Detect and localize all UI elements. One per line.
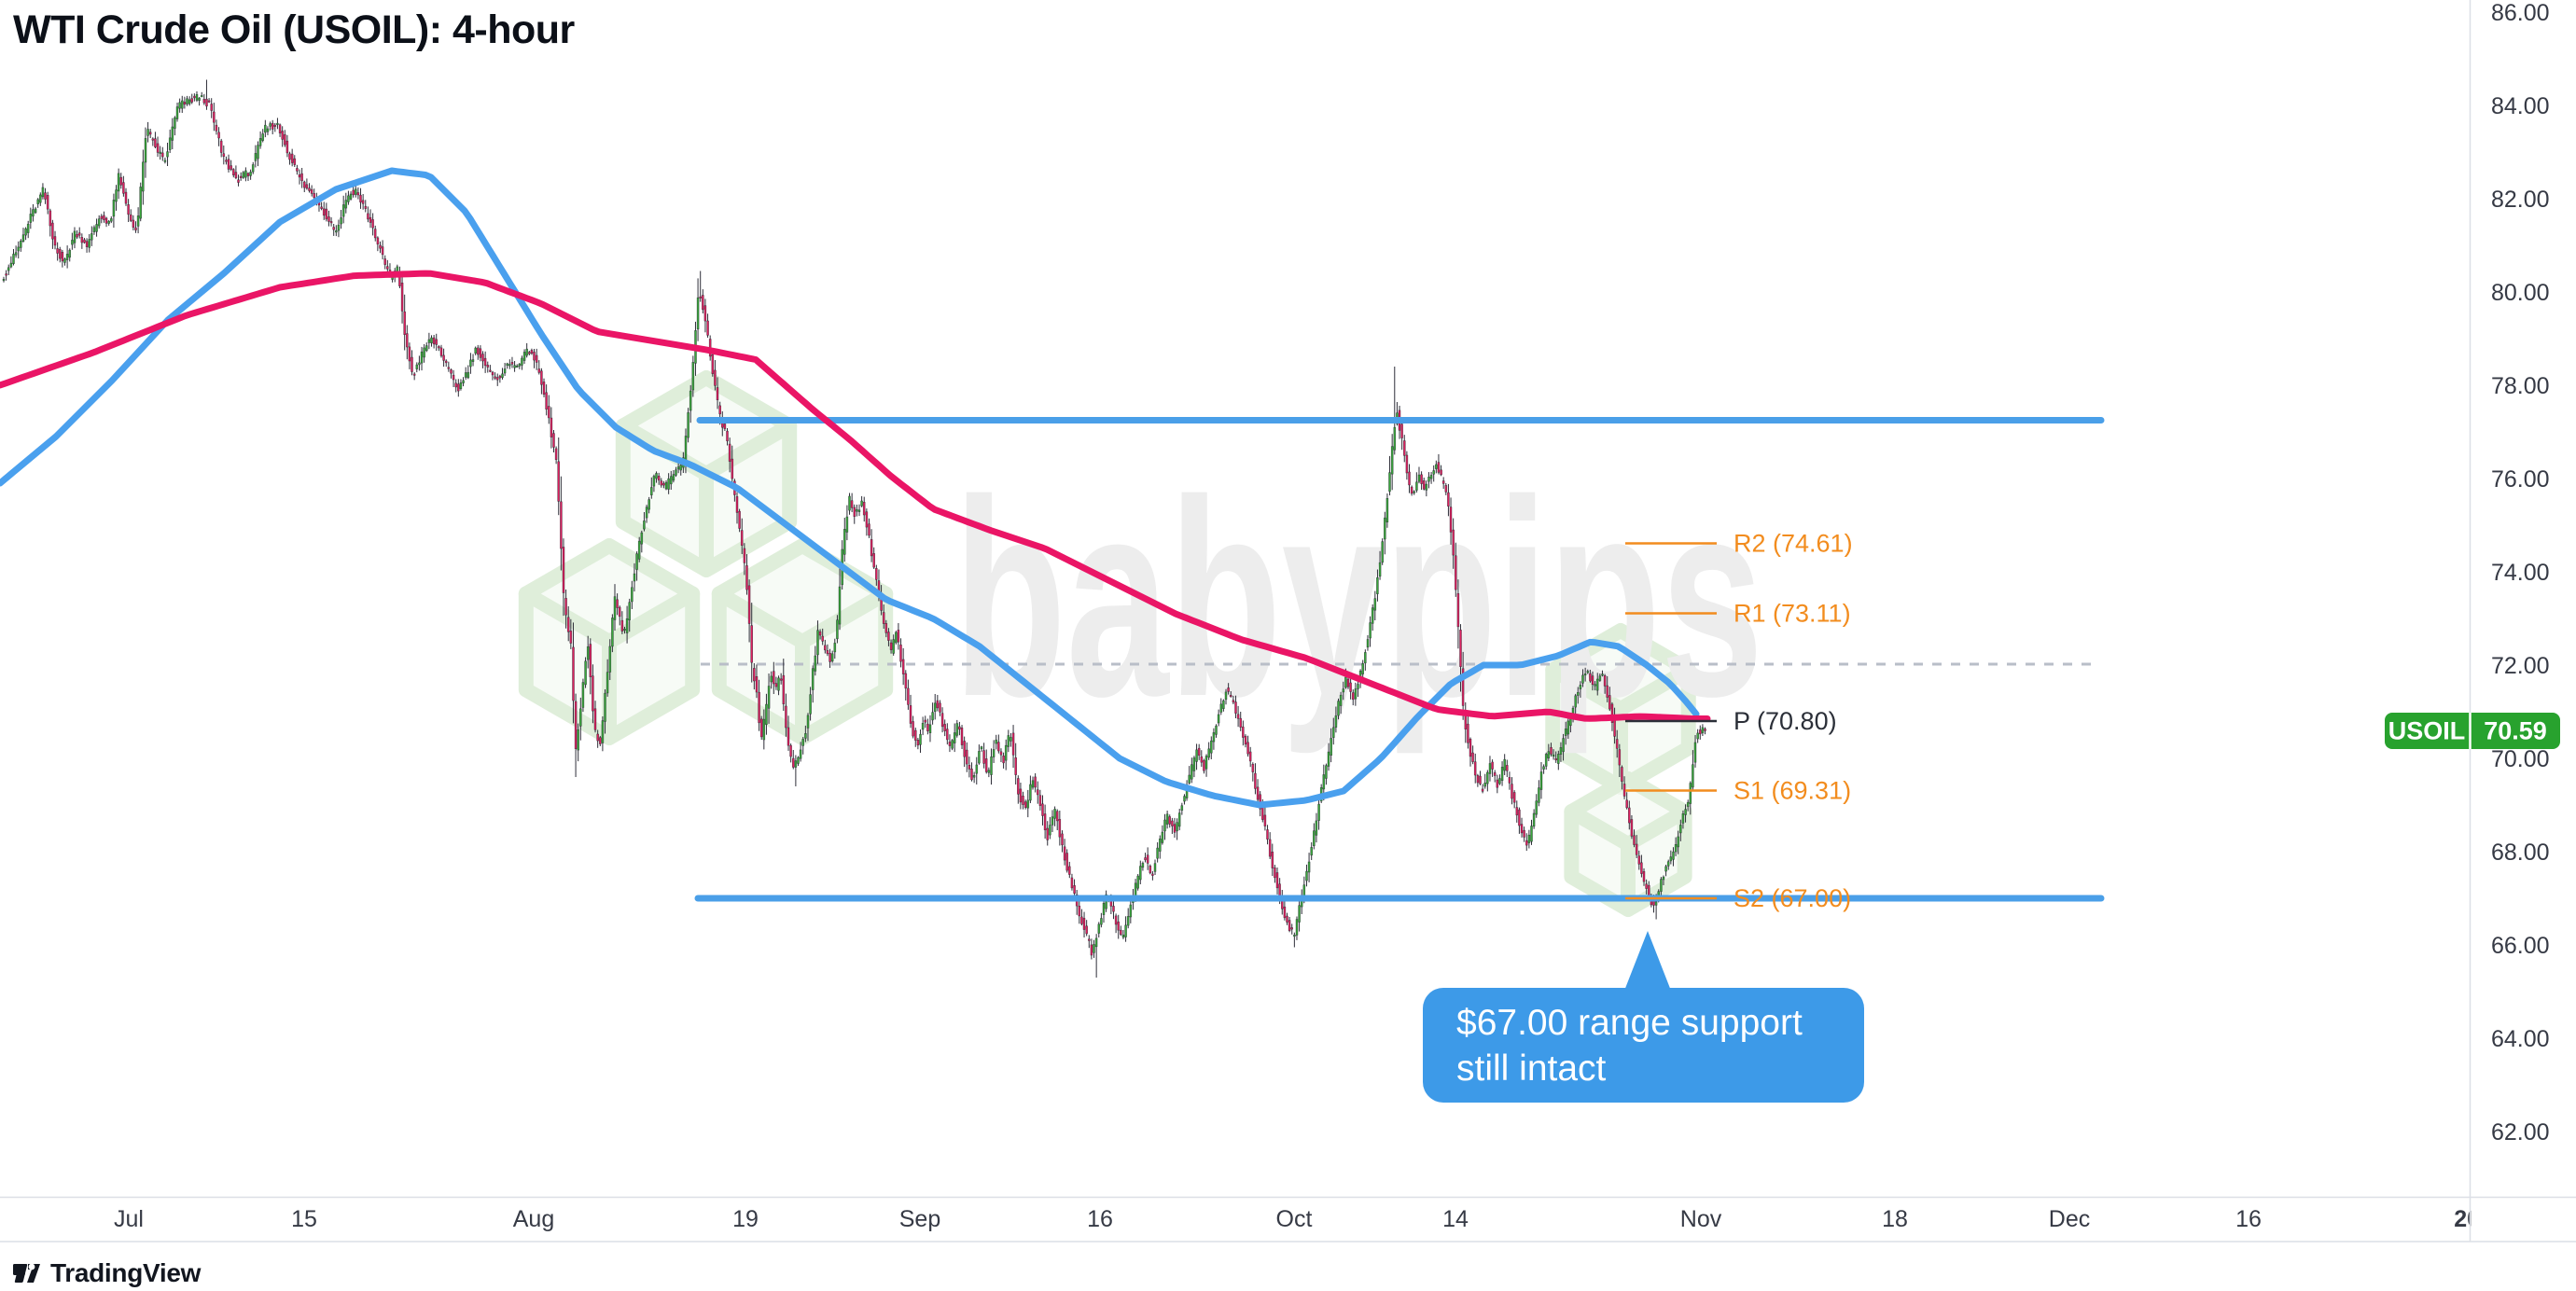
- time-tick-label: Nov: [1680, 1206, 1722, 1232]
- callout-annotation[interactable]: $67.00 range support still intact: [1423, 988, 1864, 1103]
- watermark-text: babypips: [954, 441, 1763, 757]
- watermark: babypips: [518, 370, 1763, 917]
- pivot-label: S1 (69.31): [1734, 777, 1851, 805]
- pivot-label: R1 (73.11): [1734, 600, 1851, 628]
- time-tick-label: Sep: [899, 1206, 940, 1232]
- price-tick-label: 84.00: [2491, 93, 2550, 119]
- time-tick-label: 14: [1442, 1206, 1469, 1232]
- time-tick-label: 18: [1882, 1206, 1908, 1232]
- tradingview-logo-icon: [13, 1263, 40, 1283]
- tradingview-attribution[interactable]: TradingView: [13, 1258, 201, 1288]
- pivot-label: P (70.80): [1734, 707, 1837, 735]
- time-tick-label: Dec: [2049, 1206, 2090, 1232]
- time-tick-label: 16: [2235, 1206, 2262, 1232]
- tradingview-brand-text: TradingView: [50, 1258, 202, 1287]
- price-tick-label: 78.00: [2491, 373, 2550, 399]
- time-tick-label: Aug: [513, 1206, 554, 1232]
- time-tick-label: 15: [291, 1206, 317, 1232]
- axis-chrome: [0, 0, 2576, 1242]
- badge-symbol: USOIL: [2388, 717, 2466, 745]
- price-tick-label: 74.00: [2491, 560, 2550, 586]
- fast-ma-line: [0, 167, 1700, 809]
- symbol-price-badge: USOIL 70.59: [2385, 713, 2560, 749]
- price-tick-label: 72.00: [2491, 653, 2550, 679]
- badge-price: 70.59: [2484, 717, 2547, 745]
- time-tick-label: 16: [1087, 1206, 1113, 1232]
- time-tick-label: 19: [732, 1206, 759, 1232]
- time-axis[interactable]: Jul15Aug19Sep16Oct14Nov18Dec162025: [114, 1206, 2506, 1232]
- time-tick-label: Jul: [114, 1206, 144, 1232]
- price-tick-label: 66.00: [2491, 933, 2550, 959]
- pivot-label: R2 (74.61): [1734, 530, 1853, 558]
- chart-title: WTI Crude Oil (USOIL): 4-hour: [13, 7, 575, 52]
- price-tick-label: 64.00: [2491, 1026, 2550, 1052]
- callout-line1: $67.00 range support: [1456, 1003, 1803, 1043]
- candlestick-series: [2, 79, 1706, 978]
- price-tick-label: 80.00: [2491, 280, 2550, 306]
- price-axis[interactable]: 86.00 84.00 82.00 80.00 78.00 76.00 74.00 72.00…: [2491, 0, 2550, 1145]
- time-tick-label: Oct: [1276, 1206, 1313, 1232]
- pivot-levels: R2 (74.61) R1 (73.11) P (70.80) S1 (69.31) S…: [1625, 530, 1853, 912]
- price-tick-label: 68.00: [2491, 840, 2550, 866]
- slow-ma-line: [0, 270, 1711, 722]
- price-tick-label: 76.00: [2491, 466, 2550, 493]
- price-tick-label: 62.00: [2491, 1119, 2550, 1145]
- callout-line2: still intact: [1456, 1048, 1607, 1089]
- price-tick-label: 86.00: [2491, 0, 2550, 26]
- price-tick-label: 82.00: [2491, 187, 2550, 213]
- callout-arrow[interactable]: [1624, 931, 1671, 991]
- price-tick-label: 70.00: [2491, 746, 2550, 772]
- pivot-label: S2 (67.00): [1734, 884, 1851, 912]
